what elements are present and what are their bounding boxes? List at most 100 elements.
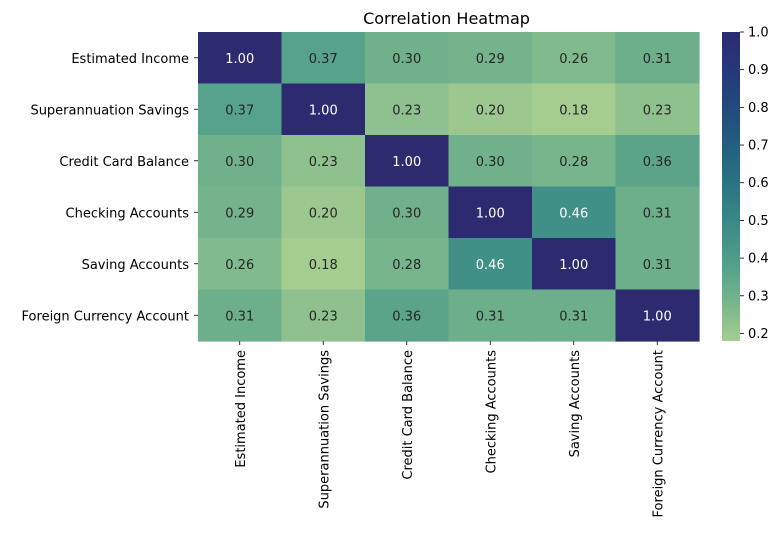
x-axis-tick-label: Credit Card Balance xyxy=(401,350,416,480)
heatmap-cell-label: 0.46 xyxy=(559,206,588,221)
heatmap-cell-label: 0.28 xyxy=(392,258,421,273)
colorbar-tick-label: 0.7 xyxy=(748,139,769,154)
heatmap-cell xyxy=(615,32,700,85)
x-axis-tick-label: Estimated Income xyxy=(234,350,249,468)
colorbar-tick-label: 0.8 xyxy=(748,101,769,116)
heatmap-cell xyxy=(448,83,533,136)
heatmap-cell xyxy=(198,32,283,85)
heatmap-cell-label: 0.23 xyxy=(309,309,338,324)
colorbar-tick-label: 0.6 xyxy=(748,176,769,191)
heatmap-cell xyxy=(365,289,450,342)
heatmap-cell-label: 0.30 xyxy=(476,155,505,170)
heatmap-cell xyxy=(448,135,533,188)
heatmap-cell-label: 0.23 xyxy=(643,103,672,118)
heatmap-cells xyxy=(198,32,700,342)
heatmap-cell xyxy=(365,238,450,291)
colorbar-tick-label: 1.0 xyxy=(748,26,769,41)
x-axis-tick-label: Foreign Currency Account xyxy=(651,350,666,517)
heatmap-cell-label: 1.00 xyxy=(476,206,505,221)
heatmap-cell-label: 0.29 xyxy=(225,206,254,221)
x-axis-tick-label: Saving Accounts xyxy=(568,350,583,458)
heatmap-cell-label: 0.36 xyxy=(643,155,672,170)
y-axis-tick-label: Foreign Currency Account xyxy=(22,309,189,324)
chart-title: Correlation Heatmap xyxy=(363,9,530,28)
heatmap-cell-label: 0.31 xyxy=(476,309,505,324)
heatmap-cell-label: 1.00 xyxy=(392,155,421,170)
heatmap-cell-label: 0.26 xyxy=(559,52,588,67)
y-axis-tick-label: Superannuation Savings xyxy=(30,103,189,118)
heatmap-cell xyxy=(532,289,617,342)
heatmap-cell xyxy=(615,186,700,239)
heatmap-cell xyxy=(198,238,283,291)
heatmap-cell xyxy=(532,186,617,239)
heatmap-cell-label: 0.31 xyxy=(225,309,254,324)
colorbar-tick-label: 0.3 xyxy=(748,289,769,304)
heatmap-cell xyxy=(281,32,366,85)
colorbar-tick-label: 0.4 xyxy=(748,252,769,267)
heatmap-cell xyxy=(615,289,700,342)
heatmap-cell-label: 0.28 xyxy=(559,155,588,170)
heatmap-cell xyxy=(198,135,283,188)
heatmap-cell xyxy=(448,289,533,342)
heatmap-cell-label: 0.20 xyxy=(309,206,338,221)
heatmap-cell-label: 0.37 xyxy=(309,52,338,67)
y-axis-tick-labels: Estimated Income Superannuation Savings Cr… xyxy=(22,52,198,324)
x-axis-tick-labels: Estimated Income Superannuation Savings Cr… xyxy=(234,341,666,517)
heatmap-cell xyxy=(365,83,450,136)
y-axis-tick-label: Checking Accounts xyxy=(66,206,190,221)
colorbar-tick-label: 0.5 xyxy=(748,214,769,229)
heatmap-cell xyxy=(532,135,617,188)
heatmap-cell-label: 0.31 xyxy=(643,258,672,273)
heatmap-cell-label: 0.37 xyxy=(225,103,254,118)
heatmap-cell-label: 0.31 xyxy=(559,309,588,324)
heatmap-cell-label: 0.23 xyxy=(309,155,338,170)
heatmap-cell xyxy=(198,83,283,136)
heatmap-cell xyxy=(365,135,450,188)
heatmap-cell-label: 0.36 xyxy=(392,309,421,324)
colorbar xyxy=(722,32,740,341)
heatmap-cell-label: 1.00 xyxy=(559,258,588,273)
heatmap-cell-labels: 1.00 0.37 0.30 0.29 0.26 0.31 0.37 1.00 0.23 0.20… xyxy=(225,52,671,325)
y-axis-tick-label: Saving Accounts xyxy=(82,258,190,273)
heatmap-cell-label: 0.26 xyxy=(225,258,254,273)
heatmap-cell xyxy=(448,238,533,291)
colorbar-tick-label: 0.9 xyxy=(748,63,769,78)
x-axis-tick-label: Superannuation Savings xyxy=(317,350,332,509)
heatmap-cell xyxy=(615,238,700,291)
heatmap-cell-label: 0.30 xyxy=(392,206,421,221)
heatmap-cell-label: 0.29 xyxy=(476,52,505,67)
heatmap-cell-label: 0.20 xyxy=(476,103,505,118)
heatmap-cell-label: 0.30 xyxy=(392,52,421,67)
y-axis-tick-label: Estimated Income xyxy=(71,52,189,67)
heatmap-cell xyxy=(615,135,700,188)
heatmap-cell-label: 0.31 xyxy=(643,206,672,221)
heatmap-cell-label: 0.18 xyxy=(559,103,588,118)
heatmap-cell xyxy=(281,83,366,136)
heatmap-cell xyxy=(448,186,533,239)
heatmap-cell xyxy=(281,135,366,188)
heatmap-cell xyxy=(532,238,617,291)
heatmap-cell xyxy=(198,186,283,239)
heatmap-cell-label: 1.00 xyxy=(225,52,254,67)
heatmap-cell xyxy=(281,289,366,342)
y-axis-tick-label: Credit Card Balance xyxy=(59,155,189,170)
heatmap-cell-label: 0.18 xyxy=(309,258,338,273)
heatmap-cell-label: 1.00 xyxy=(643,309,672,324)
heatmap-cell-label: 0.31 xyxy=(643,52,672,67)
heatmap-cell xyxy=(448,32,533,85)
colorbar-tick-labels: 0.2 0.3 0.4 0.5 0.6 0.7 0.8 0.9 1.0 xyxy=(740,26,769,342)
heatmap-cell-label: 1.00 xyxy=(309,103,338,118)
heatmap-cell-label: 0.23 xyxy=(392,103,421,118)
heatmap-cell xyxy=(281,186,366,239)
colorbar-tick-label: 0.2 xyxy=(748,327,769,342)
x-axis-tick-label: Checking Accounts xyxy=(484,350,499,474)
heatmap-cell-label: 0.30 xyxy=(225,155,254,170)
heatmap-cell-label: 0.46 xyxy=(476,258,505,273)
heatmap-cell xyxy=(532,32,617,85)
heatmap-cell xyxy=(532,83,617,136)
heatmap-cell xyxy=(281,238,366,291)
heatmap-cell xyxy=(198,289,283,342)
heatmap-cell xyxy=(365,186,450,239)
heatmap-cell xyxy=(365,32,450,85)
